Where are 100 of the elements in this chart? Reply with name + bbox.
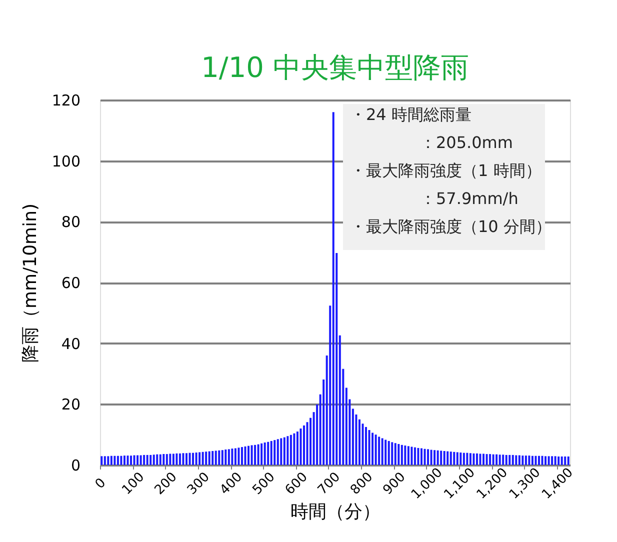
- bar: [228, 449, 230, 465]
- bar: [198, 452, 201, 465]
- bar: [120, 456, 122, 465]
- bar: [414, 447, 416, 465]
- annotation: ：205.0mm: [420, 133, 513, 152]
- x-tick-label: 400: [217, 470, 246, 498]
- bar: [240, 447, 243, 465]
- bar: [254, 444, 256, 465]
- bar: [372, 432, 374, 465]
- x-tick-label: 100: [119, 470, 148, 498]
- bar: [365, 426, 368, 465]
- bar: [176, 453, 178, 465]
- bar: [554, 456, 556, 465]
- bar: [407, 446, 410, 465]
- bar: [143, 454, 146, 465]
- y-tick-label: 20: [61, 396, 80, 414]
- bar: [208, 451, 210, 465]
- x-tick-label: 200: [152, 470, 180, 498]
- bar: [462, 452, 465, 465]
- x-tick-label: 500: [250, 470, 278, 498]
- bar: [302, 425, 305, 465]
- bar: [276, 439, 279, 465]
- bar: [231, 448, 234, 465]
- bar: [368, 430, 370, 465]
- bar: [512, 454, 514, 465]
- bar: [378, 436, 380, 465]
- bar: [136, 455, 139, 465]
- x-tick-label: 700: [315, 470, 344, 498]
- bar: [469, 453, 472, 465]
- bar: [460, 452, 462, 465]
- bar: [293, 433, 296, 465]
- bar: [538, 456, 540, 465]
- bar: [238, 448, 240, 465]
- bar: [133, 455, 136, 465]
- bar: [472, 453, 475, 465]
- bar: [264, 442, 266, 465]
- bar: [427, 449, 430, 465]
- bar: [169, 454, 172, 465]
- y-tick-label: 100: [52, 152, 80, 170]
- bar: [205, 452, 208, 465]
- bar: [453, 452, 456, 465]
- bar: [522, 456, 524, 465]
- bar: [212, 451, 214, 465]
- bar: [496, 454, 498, 465]
- bar: [518, 455, 520, 465]
- bar: [391, 442, 394, 465]
- bar: [257, 444, 260, 465]
- bar: [531, 456, 534, 465]
- bar: [274, 440, 276, 465]
- bar: [548, 456, 550, 465]
- bar: [489, 454, 492, 465]
- bar: [384, 440, 387, 465]
- bar: [434, 450, 436, 465]
- bar: [332, 112, 334, 465]
- bar: [290, 434, 292, 465]
- bar: [498, 454, 501, 465]
- bar: [541, 456, 544, 465]
- bar: [551, 456, 554, 465]
- bar: [440, 450, 442, 465]
- bar: [424, 448, 426, 465]
- bar: [100, 456, 103, 465]
- bar: [466, 452, 468, 465]
- bar: [224, 449, 227, 465]
- bar: [116, 456, 119, 465]
- bar: [156, 454, 158, 465]
- bar: [140, 455, 142, 465]
- bar: [123, 456, 126, 465]
- x-tick-label: 800: [348, 470, 376, 498]
- y-tick-label: 60: [61, 274, 80, 292]
- bar: [567, 456, 570, 465]
- bar: [410, 446, 413, 465]
- bar: [280, 438, 282, 465]
- bar: [560, 456, 563, 465]
- bar: [126, 456, 129, 465]
- bar: [188, 452, 191, 465]
- bar: [172, 454, 174, 465]
- bar: [479, 454, 482, 465]
- bar: [394, 443, 396, 465]
- bar: [152, 454, 155, 465]
- bar: [267, 442, 270, 465]
- bar: [420, 448, 422, 465]
- y-axis-title: 降雨（mm/10min): [20, 203, 41, 363]
- bar: [374, 434, 377, 465]
- bar: [110, 456, 112, 465]
- bar: [306, 422, 308, 465]
- chart-title: 1/10 中央集中型降雨: [201, 51, 469, 84]
- bar: [162, 454, 165, 465]
- bar: [558, 456, 560, 465]
- x-tick-label: 0: [92, 476, 110, 492]
- bar: [398, 444, 400, 465]
- bar: [244, 446, 246, 465]
- bar: [195, 452, 198, 465]
- bar: [524, 456, 527, 465]
- x-tick-label: 900: [380, 470, 409, 498]
- bar: [234, 448, 236, 465]
- bar: [564, 456, 566, 465]
- bar: [146, 454, 148, 465]
- bar: [221, 450, 224, 465]
- bar: [436, 450, 439, 465]
- bar: [404, 446, 406, 465]
